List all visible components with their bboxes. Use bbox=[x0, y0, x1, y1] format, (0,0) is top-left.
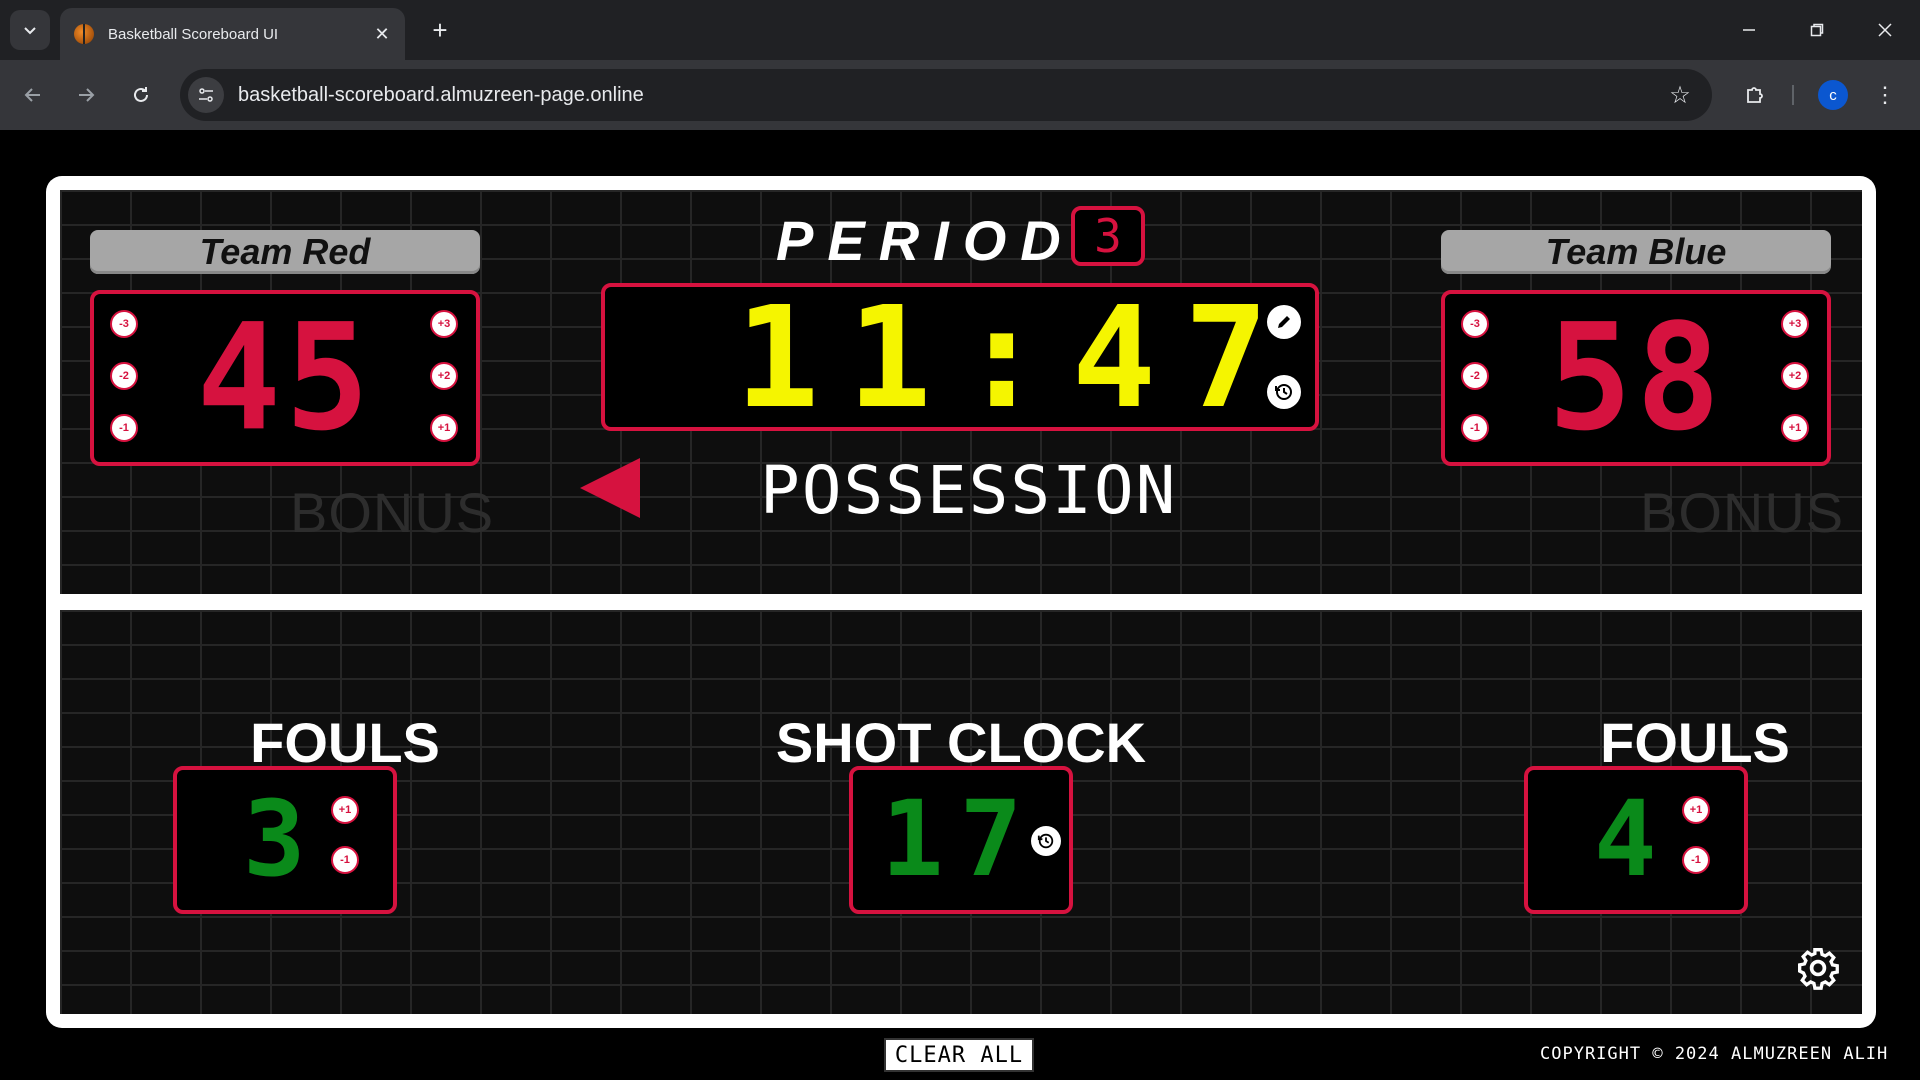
browser-tabbar: Basketball Scoreboard UI ✕ + bbox=[0, 0, 1920, 60]
shot-clock-box[interactable]: 17 bbox=[849, 766, 1073, 914]
home-bonus-indicator[interactable]: BONUS bbox=[290, 481, 495, 544]
forward-button[interactable] bbox=[67, 76, 105, 114]
close-icon bbox=[1878, 23, 1892, 37]
new-tab-button[interactable]: + bbox=[432, 14, 448, 45]
home-plus-1-button[interactable]: +1 bbox=[430, 414, 458, 442]
away-score: 58 bbox=[1547, 292, 1725, 465]
close-window-button[interactable] bbox=[1862, 10, 1908, 50]
away-score-box: -3 -2 -1 58 +3 +2 +1 bbox=[1441, 290, 1831, 466]
home-score-box: -3 -2 -1 45 +3 +2 +1 bbox=[90, 290, 480, 466]
pencil-icon bbox=[1278, 316, 1290, 328]
away-minus-2-button[interactable]: -2 bbox=[1461, 362, 1489, 390]
possession-label: POSSESSION bbox=[760, 452, 1178, 529]
home-fouls: 3 bbox=[243, 778, 306, 900]
away-fouls-plus-button[interactable]: +1 bbox=[1682, 796, 1710, 824]
history-icon bbox=[1275, 384, 1292, 400]
site-info-button[interactable] bbox=[188, 77, 224, 113]
back-button[interactable] bbox=[14, 76, 52, 114]
reload-button[interactable] bbox=[122, 76, 160, 114]
tab-search-button[interactable] bbox=[10, 10, 50, 50]
home-fouls-minus-button[interactable]: -1 bbox=[331, 846, 359, 874]
restore-icon bbox=[1810, 23, 1824, 37]
game-clock: 11:47 bbox=[735, 277, 1297, 440]
browser-toolbar: basketball-scoreboard.almuzreen-page.onl… bbox=[0, 60, 1920, 130]
top-panel: Team Red -3 -2 -1 45 +3 +2 +1 BONUS PERI… bbox=[60, 190, 1862, 594]
history-icon bbox=[1037, 833, 1054, 849]
tab-title: Basketball Scoreboard UI bbox=[108, 25, 279, 43]
shot-clock: 17 bbox=[881, 778, 1039, 900]
away-team-name[interactable]: Team Blue bbox=[1441, 230, 1831, 274]
away-minus-3-button[interactable]: -3 bbox=[1461, 310, 1489, 338]
away-fouls-label: FOULS bbox=[1600, 711, 1790, 774]
away-plus-3-button[interactable]: +3 bbox=[1781, 310, 1809, 338]
clear-all-button[interactable]: CLEAR ALL bbox=[884, 1038, 1034, 1072]
scoreboard-frame: Team Red -3 -2 -1 45 +3 +2 +1 BONUS PERI… bbox=[46, 176, 1876, 1028]
minimize-icon bbox=[1743, 29, 1755, 31]
reset-shot-clock-button[interactable] bbox=[1031, 826, 1061, 856]
bookmark-star-icon[interactable]: ☆ bbox=[1669, 81, 1691, 109]
scoreboard-page: Team Red -3 -2 -1 45 +3 +2 +1 BONUS PERI… bbox=[0, 130, 1920, 1080]
reset-clock-button[interactable] bbox=[1267, 375, 1301, 409]
extensions-button[interactable] bbox=[1736, 76, 1774, 114]
period-value[interactable]: 3 bbox=[1071, 206, 1145, 266]
gear-icon bbox=[1798, 948, 1839, 990]
reload-icon bbox=[134, 87, 148, 102]
possession-arrow-icon[interactable] bbox=[580, 458, 640, 518]
browser-menu-button[interactable]: ⋮ bbox=[1874, 82, 1896, 107]
away-fouls-box: 4 +1 -1 bbox=[1524, 766, 1748, 914]
close-tab-icon[interactable]: ✕ bbox=[374, 23, 390, 44]
profile-avatar[interactable]: c bbox=[1818, 80, 1848, 110]
away-minus-1-button[interactable]: -1 bbox=[1461, 414, 1489, 442]
home-minus-3-button[interactable]: -3 bbox=[110, 310, 138, 338]
copyright-text: COPYRIGHT © 2024 ALMUZREEN ALIH bbox=[1540, 1044, 1889, 1064]
arrow-right-icon bbox=[79, 88, 95, 102]
tune-icon bbox=[199, 88, 213, 102]
home-fouls-plus-button[interactable]: +1 bbox=[331, 796, 359, 824]
home-fouls-label: FOULS bbox=[250, 711, 440, 774]
browser-tab[interactable]: Basketball Scoreboard UI ✕ bbox=[60, 8, 405, 60]
home-minus-2-button[interactable]: -2 bbox=[110, 362, 138, 390]
game-clock-box[interactable]: 11:47 bbox=[601, 283, 1319, 431]
settings-button[interactable] bbox=[1795, 945, 1841, 991]
url-text[interactable]: basketball-scoreboard.almuzreen-page.onl… bbox=[238, 83, 644, 106]
minimize-button[interactable] bbox=[1726, 10, 1772, 50]
home-score: 45 bbox=[196, 292, 374, 465]
restore-button[interactable] bbox=[1794, 10, 1840, 50]
address-bar[interactable]: basketball-scoreboard.almuzreen-page.onl… bbox=[180, 69, 1712, 121]
home-plus-2-button[interactable]: +2 bbox=[430, 362, 458, 390]
chevron-down-icon bbox=[24, 27, 36, 35]
period-label: PERIOD bbox=[776, 209, 1075, 272]
shot-clock-label: SHOT CLOCK bbox=[775, 711, 1147, 774]
bottom-panel: FOULS 3 +1 -1 SHOT CLOCK 17 FOULS 4 +1 -… bbox=[60, 610, 1862, 1014]
away-fouls-minus-button[interactable]: -1 bbox=[1682, 846, 1710, 874]
puzzle-icon bbox=[1747, 87, 1763, 103]
away-plus-2-button[interactable]: +2 bbox=[1781, 362, 1809, 390]
away-fouls: 4 bbox=[1594, 778, 1657, 900]
home-fouls-box: 3 +1 -1 bbox=[173, 766, 397, 914]
away-bonus-indicator[interactable]: BONUS bbox=[1640, 481, 1845, 544]
basketball-favicon-icon bbox=[74, 24, 94, 44]
home-team-name[interactable]: Team Red bbox=[90, 230, 480, 274]
home-minus-1-button[interactable]: -1 bbox=[110, 414, 138, 442]
home-plus-3-button[interactable]: +3 bbox=[430, 310, 458, 338]
away-plus-1-button[interactable]: +1 bbox=[1781, 414, 1809, 442]
arrow-left-icon bbox=[24, 88, 40, 102]
edit-clock-button[interactable] bbox=[1267, 305, 1301, 339]
toolbar-separator bbox=[1792, 85, 1794, 105]
